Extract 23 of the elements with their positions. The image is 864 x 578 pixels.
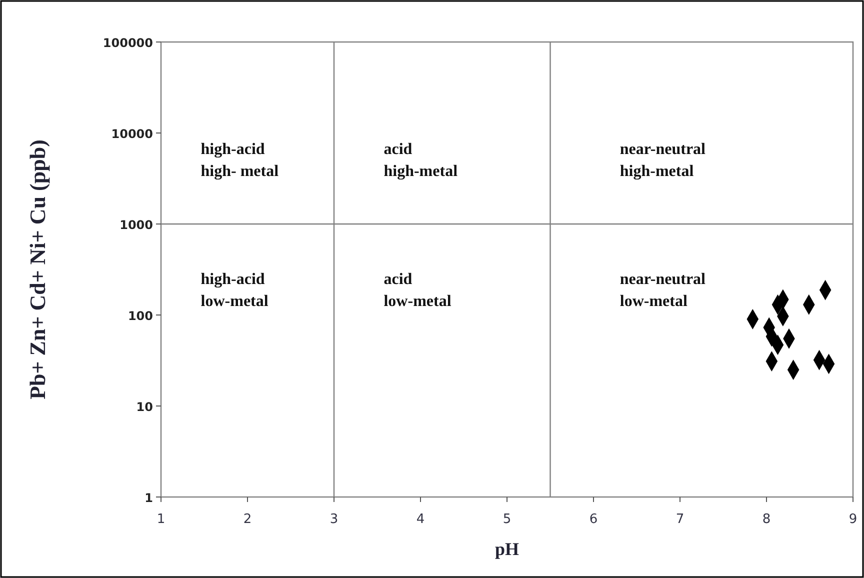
annotation: high-acid low-metal bbox=[200, 271, 269, 310]
x-tick-label: 9 bbox=[848, 512, 858, 527]
x-tick-label: 5 bbox=[502, 512, 512, 527]
x-tick-label: 8 bbox=[762, 512, 771, 527]
annotation: near-neutral low-metal bbox=[620, 271, 706, 310]
y-tick-label: 1000 bbox=[120, 218, 153, 232]
x-tick-label: 2 bbox=[243, 512, 252, 527]
y-tick-label: 10000 bbox=[111, 127, 153, 141]
y-axis-title: Pb+ Zn+ Cd+ Ni+ Cu (ppb) bbox=[25, 140, 50, 400]
annotation: near-neutral high-metal bbox=[620, 141, 706, 180]
y-tick-label: 100 bbox=[128, 309, 153, 323]
x-axis-title: pH bbox=[494, 539, 520, 559]
x-tick-label: 7 bbox=[676, 512, 684, 527]
x-tick-label: 3 bbox=[330, 512, 338, 527]
annotation: acid low-metal bbox=[384, 271, 452, 310]
x-tick-label: 6 bbox=[589, 512, 598, 527]
x-tick-label: 4 bbox=[416, 512, 425, 527]
annotation: high-acid high- metal bbox=[200, 141, 280, 180]
y-tick-label: 1 bbox=[144, 491, 153, 505]
y-tick-label: 10 bbox=[136, 400, 153, 414]
y-tick-label: 100000 bbox=[102, 36, 153, 50]
annotation: acid high-metal bbox=[384, 141, 458, 180]
x-tick-label: 1 bbox=[156, 512, 166, 527]
